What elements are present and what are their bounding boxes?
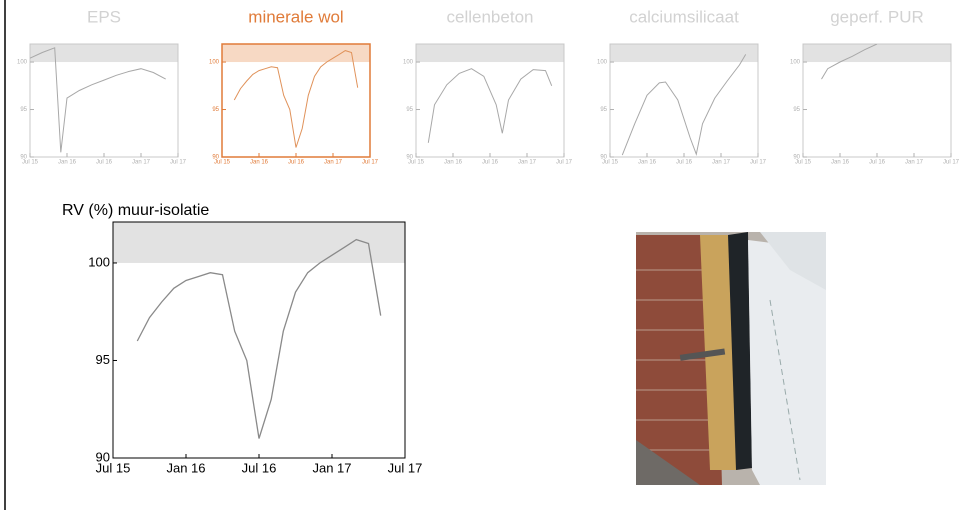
x-tick-label: Jul 17 — [556, 160, 573, 166]
x-tick-label: Jul 17 — [943, 160, 960, 166]
x-tick-label: Jul 17 — [362, 160, 379, 166]
y-tick-label: 100 — [597, 60, 608, 66]
x-tick-label: Jan 17 — [132, 160, 151, 166]
tab-label[interactable]: EPS — [87, 7, 121, 26]
x-tick-label: Jan 17 — [324, 160, 343, 166]
x-tick-label: Jan 17 — [905, 160, 924, 166]
photo — [636, 232, 826, 485]
x-tick-label: Jan 16 — [166, 460, 205, 475]
x-tick-label: Jan 17 — [518, 160, 537, 166]
data-line — [234, 51, 357, 148]
x-tick-label: Jan 16 — [250, 160, 269, 166]
y-tick-label: 100 — [790, 60, 801, 66]
tab-label[interactable]: geperf. PUR — [830, 7, 924, 26]
data-line — [30, 48, 166, 153]
x-tick-label: Jan 16 — [831, 160, 850, 166]
x-tick-label: Jul 17 — [750, 160, 767, 166]
tab-label[interactable]: cellenbeton — [447, 7, 534, 26]
y-tick-label: 100 — [403, 60, 414, 66]
y-tick-label: 95 — [20, 107, 27, 113]
y-tick-label: 95 — [96, 352, 110, 367]
data-line — [137, 240, 380, 439]
x-tick-label: Jul 16 — [482, 160, 499, 166]
x-tick-label: Jan 17 — [312, 460, 351, 475]
x-tick-label: Jul 16 — [96, 160, 113, 166]
y-tick-label: 100 — [209, 60, 220, 66]
saturation-band — [222, 44, 370, 62]
x-tick-label: Jul 17 — [170, 160, 187, 166]
x-tick-label: Jan 16 — [444, 160, 463, 166]
x-tick-label: Jan 16 — [58, 160, 77, 166]
y-tick-label: 100 — [17, 60, 28, 66]
y-tick-label: 95 — [212, 107, 219, 113]
x-tick-label: Jul 15 — [602, 160, 619, 166]
x-tick-label: Jul 15 — [795, 160, 812, 166]
data-line — [622, 54, 745, 155]
saturation-band — [113, 222, 405, 263]
x-tick-label: Jul 15 — [214, 160, 231, 166]
chart-title: RV (%) muur-isolatie — [62, 202, 209, 219]
x-tick-label: Jul 15 — [96, 460, 131, 475]
tab-label[interactable]: calciumsilicaat — [629, 7, 739, 26]
x-tick-label: Jul 15 — [22, 160, 39, 166]
saturation-band — [30, 44, 178, 62]
y-tick-label: 95 — [793, 107, 800, 113]
saturation-band — [803, 44, 951, 62]
saturation-band — [610, 44, 758, 62]
x-tick-label: Jul 17 — [388, 460, 423, 475]
y-tick-label: 100 — [88, 254, 110, 269]
x-tick-label: Jul 16 — [676, 160, 693, 166]
x-tick-label: Jul 16 — [242, 460, 277, 475]
y-tick-label: 95 — [600, 107, 607, 113]
slide: EPS9095100Jul 15Jan 16Jul 16Jan 17Jul 17… — [0, 0, 960, 510]
data-line — [428, 69, 551, 143]
tab-label[interactable]: minerale wol — [248, 7, 343, 26]
x-tick-label: Jan 17 — [712, 160, 731, 166]
x-tick-label: Jan 16 — [638, 160, 657, 166]
x-tick-label: Jul 15 — [408, 160, 425, 166]
x-tick-label: Jul 16 — [288, 160, 305, 166]
y-tick-label: 95 — [406, 107, 413, 113]
saturation-band — [416, 44, 564, 62]
x-tick-label: Jul 16 — [869, 160, 886, 166]
